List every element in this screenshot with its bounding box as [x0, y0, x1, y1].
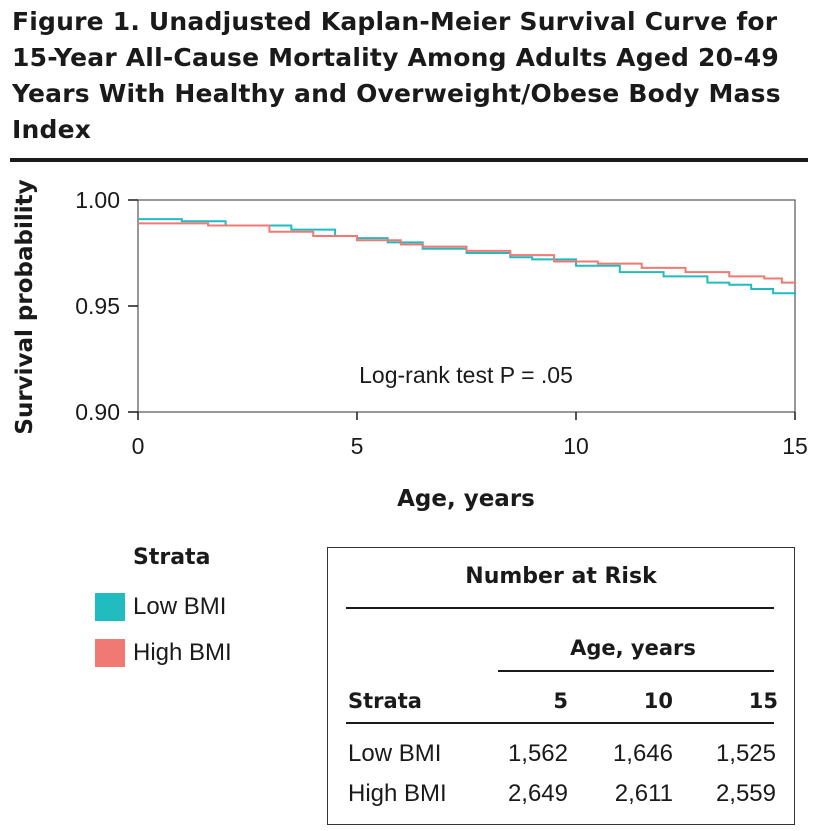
- axes: 0.90 0.95 1.00 0 5 10 15: [75, 187, 808, 459]
- risk-title-rule: [346, 607, 774, 609]
- legend: Strata Low BMI High BMI: [95, 545, 315, 676]
- table-cell: 1,562: [507, 740, 568, 767]
- x-axis-label: Age, years: [397, 486, 535, 512]
- col-header-10: 10: [643, 689, 673, 713]
- logrank-annotation: Log-rank test P = .05: [359, 362, 573, 388]
- high-bmi-swatch: [95, 639, 125, 667]
- age-header: Age, years: [570, 636, 696, 660]
- table-cell: 2,649: [507, 780, 568, 807]
- x-tick-label: 0: [132, 433, 145, 459]
- x-tick-label: 5: [351, 433, 364, 459]
- col-header-5: 5: [553, 689, 568, 713]
- row-label-high-bmi: High BMI: [348, 780, 447, 807]
- km-chart: 0.90 0.95 1.00 0 5 10 15 Log-rank test P = .05…: [12, 179, 808, 512]
- table-cell: 2,559: [715, 780, 776, 807]
- y-axis-label: Survival probability: [12, 179, 38, 434]
- age-header-rule: [498, 670, 774, 672]
- number-at-risk-table: Number at Risk Age, years Strata 5 10 15…: [327, 547, 795, 825]
- low-bmi-curve: [138, 218, 796, 296]
- strata-header: Strata: [348, 689, 422, 713]
- legend-label: Low BMI: [133, 593, 227, 620]
- table-cell: 1,646: [612, 740, 673, 767]
- y-tick-label: 0.90: [75, 399, 120, 425]
- header-rule: [346, 722, 774, 724]
- legend-item-low-bmi: Low BMI: [95, 584, 315, 630]
- legend-label: High BMI: [133, 639, 232, 666]
- low-bmi-swatch: [95, 593, 125, 621]
- legend-title: Strata: [133, 545, 211, 570]
- row-label-low-bmi: Low BMI: [348, 740, 442, 767]
- y-tick-label: 0.95: [75, 293, 120, 319]
- high-bmi-curve: [138, 222, 796, 285]
- x-tick-label: 15: [782, 433, 808, 459]
- title-rule: [10, 158, 808, 162]
- y-tick-label: 1.00: [75, 187, 120, 213]
- col-header-15: 15: [748, 689, 778, 713]
- table-cell: 1,525: [715, 740, 776, 767]
- x-tick-label: 10: [563, 433, 589, 459]
- survival-curves: [138, 218, 796, 296]
- figure-title: Figure 1. Unadjusted Kaplan-Meier Surviv…: [12, 7, 781, 144]
- legend-item-high-bmi: High BMI: [95, 630, 315, 676]
- table-cell: 2,611: [614, 780, 673, 807]
- risk-table-title: Number at Risk: [465, 564, 657, 589]
